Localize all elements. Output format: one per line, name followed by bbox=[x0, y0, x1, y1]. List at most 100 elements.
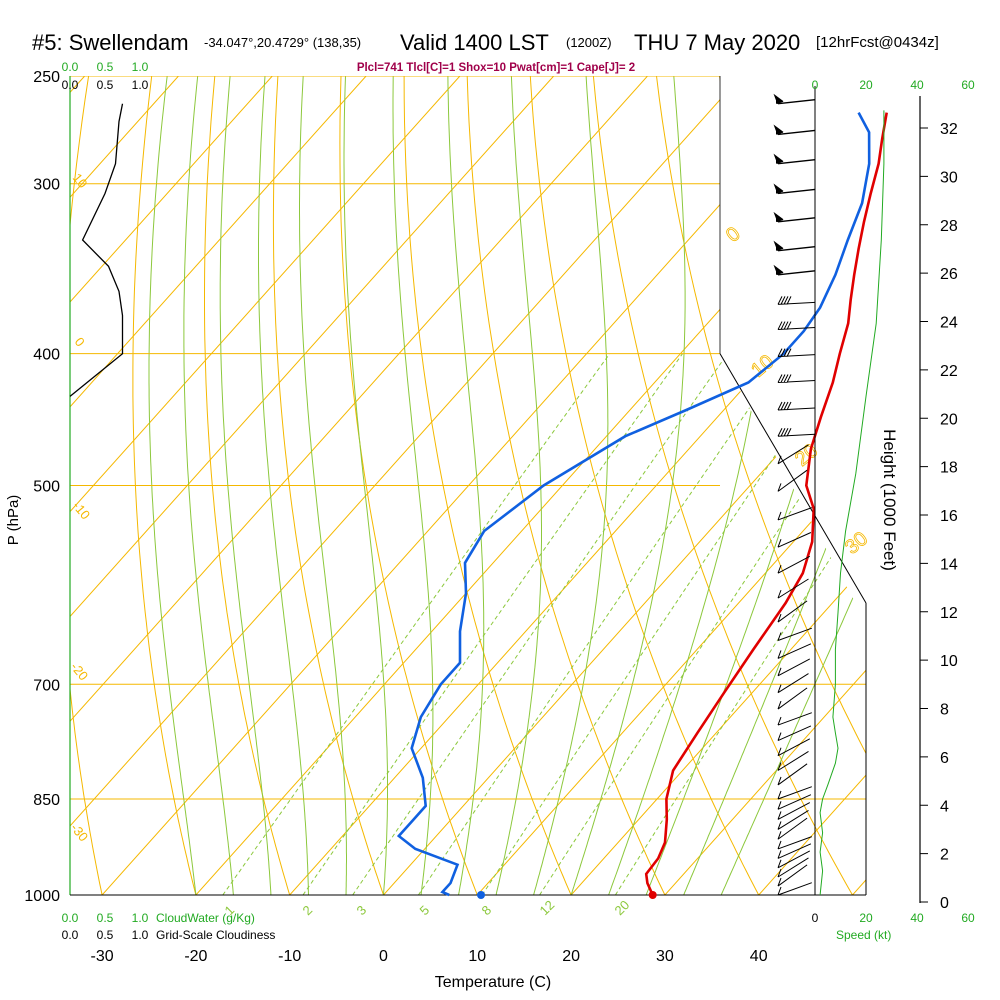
dry-adiabat-line bbox=[592, 76, 853, 895]
wind-barb bbox=[777, 738, 811, 757]
cloud-panel: 0.0 0.0 0.0 0.0 0.5 0.5 0.5 0.5 1.0 1.0 1.0 1.0 bbox=[62, 60, 149, 942]
moist-adiabat-line bbox=[495, 76, 542, 895]
wind-barb bbox=[777, 725, 812, 742]
mixing-ratio-label: 5 bbox=[417, 902, 433, 918]
pressure-label: 400 bbox=[33, 347, 60, 364]
height-tick-label: 6 bbox=[940, 750, 949, 767]
height-tick-label: 22 bbox=[940, 363, 958, 380]
dry-adiabat-line bbox=[719, 76, 866, 895]
mixing-ratio-label: 8 bbox=[479, 902, 495, 918]
x-axis-title: Temperature (C) bbox=[435, 974, 551, 991]
dry-adiabat-line bbox=[466, 76, 666, 895]
speed-top-tick: 60 bbox=[961, 78, 975, 92]
station-coords: -34.047°,20.4729° (138,35) bbox=[204, 35, 361, 50]
x-tick-label: 40 bbox=[750, 948, 768, 965]
wind-barb bbox=[777, 658, 811, 677]
theta-label: -30 bbox=[68, 820, 92, 844]
wind-barb bbox=[777, 864, 808, 887]
height-tick-label: 4 bbox=[940, 798, 949, 815]
wind-barb bbox=[773, 240, 816, 252]
pressure-label: 1000 bbox=[24, 888, 60, 905]
cloudwater-bottom-tick: 1.0 bbox=[132, 911, 149, 925]
moist-adiabat-line bbox=[219, 76, 272, 895]
valid-time: Valid 1400 LST bbox=[400, 30, 549, 55]
x-tick-label: 10 bbox=[468, 948, 486, 965]
wind-barb bbox=[777, 321, 816, 331]
cloudwater-bottom-tick: 0.0 bbox=[62, 911, 79, 925]
speed-profile-line bbox=[819, 110, 885, 896]
wind-barb bbox=[777, 643, 812, 659]
moist-adiabat-line bbox=[183, 76, 234, 895]
dry-adiabat-line bbox=[909, 76, 1000, 895]
dry-adiabat-line bbox=[70, 76, 103, 895]
speed-bottom-tick: 60 bbox=[961, 911, 975, 925]
height-tick-label: 8 bbox=[940, 702, 949, 719]
moist-adiabat-line bbox=[258, 76, 309, 895]
background-lines bbox=[0, 76, 1000, 895]
x-tick-label: -10 bbox=[278, 948, 301, 965]
height-tick-label: 16 bbox=[940, 508, 958, 525]
wind-barb bbox=[777, 600, 808, 623]
wind-barb bbox=[777, 578, 809, 599]
wind-barb bbox=[773, 93, 816, 105]
sounding-profiles bbox=[396, 111, 888, 899]
y-axis-title: P (hPa) bbox=[5, 495, 22, 546]
moist-adiabat-line bbox=[720, 76, 866, 895]
dry-adiabat-line bbox=[204, 76, 291, 895]
cloudwater-top-tick: 0.0 bbox=[62, 60, 79, 74]
height-tick-label: 26 bbox=[940, 266, 958, 283]
wind-barb bbox=[773, 183, 816, 195]
wind-barb bbox=[777, 673, 809, 694]
wind-barb bbox=[777, 507, 812, 521]
height-axis-title: Height (1000 Feet) bbox=[880, 429, 899, 571]
mixing-ratio-line bbox=[352, 353, 728, 895]
pressure-label: 250 bbox=[33, 69, 60, 86]
cloudwater-top-tick: 1.0 bbox=[132, 60, 149, 74]
cloudiness-top-tick: 0.5 bbox=[97, 78, 114, 92]
x-tick-label: 30 bbox=[656, 948, 674, 965]
isotherm-label: 10 bbox=[747, 351, 778, 382]
speed-top-tick: 40 bbox=[910, 78, 924, 92]
wind-barb bbox=[777, 763, 808, 786]
cloudwater-label: CloudWater (g/Kg) bbox=[156, 911, 255, 925]
height-tick-label: 12 bbox=[940, 605, 958, 622]
moist-adiabat-line bbox=[683, 76, 866, 895]
mixing-ratio-label: 20 bbox=[612, 897, 633, 918]
wind-barb bbox=[773, 153, 816, 165]
height-tick-label: 32 bbox=[940, 121, 958, 138]
wind-barb bbox=[777, 348, 816, 358]
forecast-run: [12hrFcst@0434z] bbox=[816, 34, 939, 51]
wind-barb bbox=[777, 712, 812, 726]
height-tick-label: 0 bbox=[940, 895, 949, 912]
cloudwater-top-tick: 0.5 bbox=[97, 60, 114, 74]
wind-barb bbox=[777, 794, 812, 810]
wind-barb bbox=[773, 264, 816, 276]
cloudiness-top-tick: 0.0 bbox=[62, 78, 79, 92]
wind-barb bbox=[777, 850, 811, 869]
height-tick-label: 30 bbox=[940, 169, 958, 186]
wind-barb bbox=[777, 836, 812, 850]
theta-label: 10 bbox=[70, 170, 91, 191]
wind-barb bbox=[777, 374, 816, 383]
cloudiness-bottom-tick: 1.0 bbox=[132, 928, 149, 942]
dry-adiabat-line bbox=[403, 76, 572, 895]
mixing-ratio-line bbox=[614, 353, 866, 895]
height-tick-label: 24 bbox=[940, 315, 958, 332]
dry-adiabat-line bbox=[0, 76, 26, 895]
speed-top-tick: 20 bbox=[859, 78, 873, 92]
wind-barb bbox=[777, 296, 816, 305]
cloudiness-bottom-tick: 0.0 bbox=[62, 928, 79, 942]
wind-barb bbox=[777, 843, 812, 859]
plot-frame bbox=[69, 76, 867, 896]
mixing-ratio-line bbox=[481, 353, 845, 895]
wind-barb bbox=[777, 809, 809, 830]
isotherm-label: 20 bbox=[791, 440, 822, 471]
speed-bottom-tick: 0 bbox=[812, 911, 819, 925]
wind-barb bbox=[777, 750, 809, 771]
cloudwater-bottom-tick: 0.5 bbox=[97, 911, 114, 925]
wind-barb bbox=[777, 532, 812, 548]
mixing-ratio-label: 3 bbox=[354, 902, 370, 918]
wind-barb bbox=[773, 124, 816, 136]
height-tick-label: 20 bbox=[940, 411, 958, 428]
